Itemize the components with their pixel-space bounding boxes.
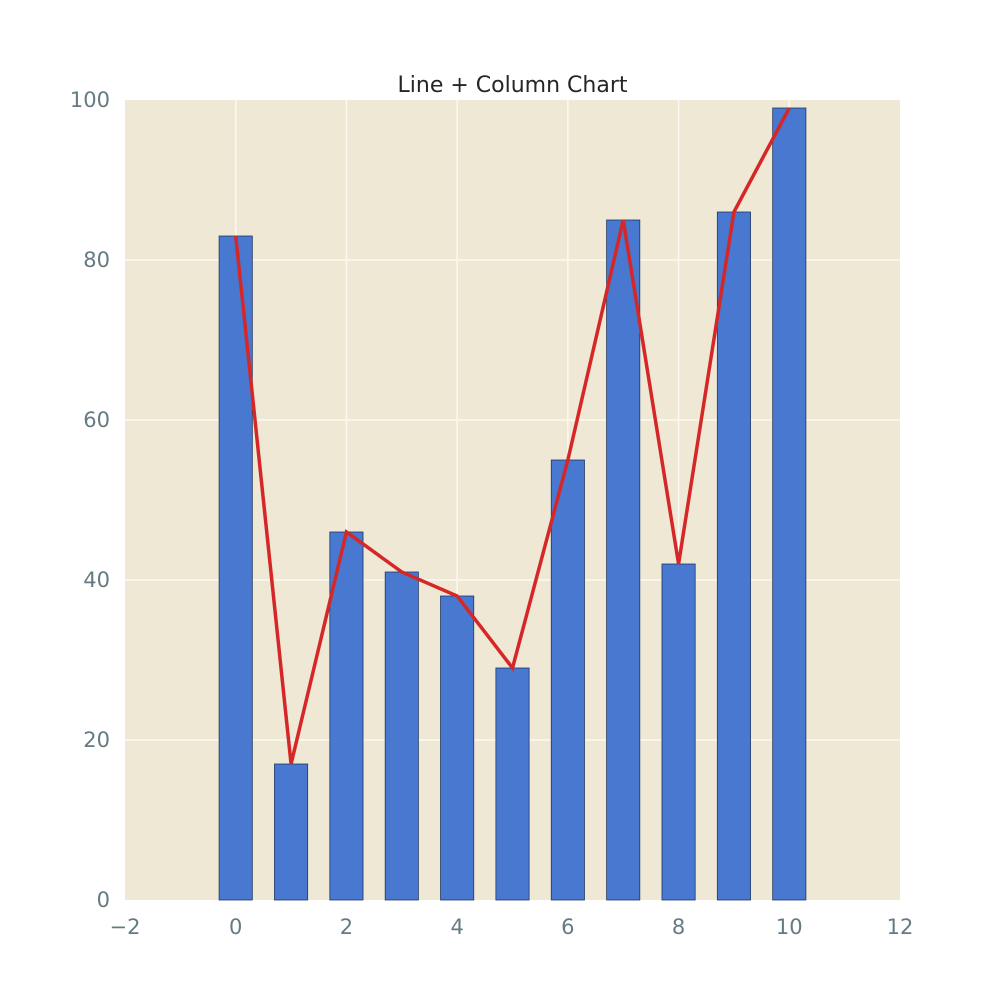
bar-series (218, 107, 807, 901)
x-tick-label: 10 (776, 915, 803, 939)
bar (772, 107, 807, 901)
y-tick-label: 100 (70, 88, 110, 112)
bar (329, 531, 364, 901)
x-tick-label: 2 (340, 915, 353, 939)
x-tick-label: 8 (672, 915, 685, 939)
x-tick-label: 0 (229, 915, 242, 939)
bar (606, 219, 641, 901)
x-tick-label: 12 (887, 915, 914, 939)
y-tick-label: 0 (97, 888, 110, 912)
bar (716, 211, 751, 901)
line-series (233, 107, 791, 765)
y-tick-label: 20 (83, 728, 110, 752)
series-line (233, 107, 791, 765)
y-tick-label: 80 (83, 248, 110, 272)
x-tick-label: −2 (110, 915, 141, 939)
bar (274, 763, 309, 901)
bar (550, 459, 585, 901)
x-tick-label: 4 (450, 915, 463, 939)
chart-title: Line + Column Chart (398, 73, 628, 98)
y-tick-label: 60 (83, 408, 110, 432)
x-axis-ticks: −2 0 2 4 6 8 10 12 (110, 915, 914, 939)
bar (661, 563, 696, 901)
x-tick-label: 6 (561, 915, 574, 939)
y-tick-label: 40 (83, 568, 110, 592)
y-axis-ticks: 0 20 40 60 80 100 (70, 88, 110, 912)
bar (440, 595, 475, 901)
bar (495, 667, 530, 901)
bar (384, 571, 419, 901)
